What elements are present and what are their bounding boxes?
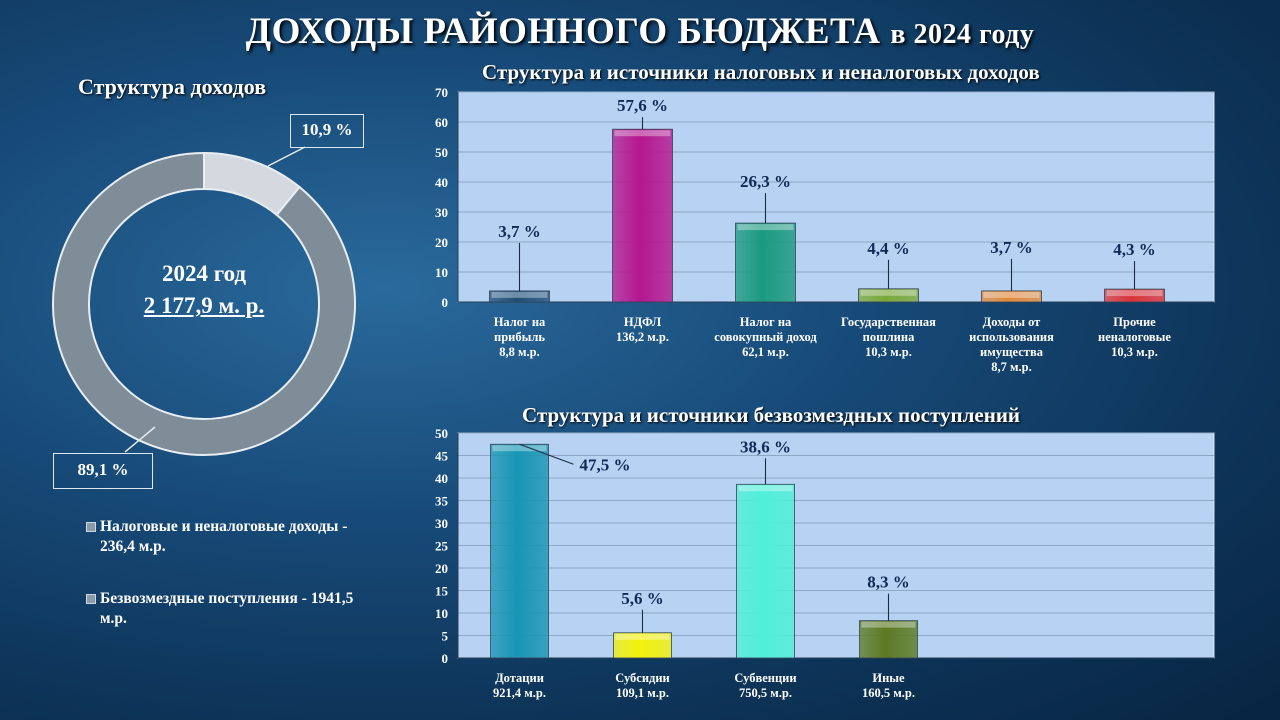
category-label: Налог на [494,315,546,329]
category-label: Налог на [740,315,792,329]
category-label: 10,3 м.р. [1111,345,1158,359]
callout-leader-large [124,426,156,453]
y-tick-label: 30 [435,205,448,220]
y-tick-label: 5 [442,629,449,644]
donut-center-label: 2024 год 2 177,9 м. р. [92,258,316,322]
chart2-title: Структура и источники безвозмездных пост… [522,403,1021,427]
category-label: Прочие [1113,315,1156,329]
page-title: ДОХОДЫ РАЙОННОГО БЮДЖЕТА в 2024 году [0,10,1280,53]
chart1-title: Структура и источники налоговых и ненало… [482,60,1040,84]
y-tick-label: 20 [435,235,448,250]
bar-highlight [861,621,916,628]
bar-highlight [1106,290,1163,297]
donut-section-title: Структура доходов [78,74,267,99]
bar [613,632,672,659]
bar-highlight [983,291,1040,298]
category-label: Иные [872,671,905,685]
data-label: 4,4 % [867,239,910,258]
bar-highlight [738,485,793,492]
data-label: 8,3 % [867,573,910,592]
donut-center-year: 2024 год [161,261,247,286]
bar-highlight [614,130,671,137]
callout-large-share: 89,1 % [53,453,153,489]
data-label: 3,7 % [498,222,541,241]
category-label: Доходы от [983,315,1041,329]
y-tick-label: 25 [435,539,449,554]
category-label: 160,5 м.р. [862,686,915,700]
y-tick-label: 15 [435,584,449,599]
legend-label-tax: Налоговые и неналоговые доходы - 236,4 м… [100,518,348,555]
donut-chart [52,146,356,456]
bar-highlight [492,445,547,452]
bar-highlight [615,633,670,640]
y-tick-label: 10 [435,265,448,280]
donut-center-amount: 2 177,9 м. р. [143,293,265,318]
category-label: 750,5 м.р. [739,686,792,700]
y-tick-label: 70 [435,85,448,100]
category-label: Государственная [841,315,936,329]
bar [736,483,795,659]
category-label: 8,8 м.р. [499,345,539,359]
bar-highlight [860,289,917,296]
category-label: Субсидии [615,671,670,685]
category-label: имущества [980,345,1044,359]
legend-swatch [86,522,96,532]
data-label: 38,6 % [740,437,791,456]
y-tick-label: 35 [435,494,449,509]
y-tick-label: 20 [435,561,448,576]
category-label: 921,4 м.р. [493,686,546,700]
y-tick-label: 45 [435,449,449,464]
category-label: использования [969,330,1054,344]
y-tick-label: 60 [435,115,448,130]
page-title-year: в 2024 году [890,19,1035,50]
category-label: 8,7 м.р. [991,360,1031,374]
bar [859,620,918,659]
y-tick-label: 40 [435,471,448,486]
y-tick-label: 10 [435,606,448,621]
y-tick-label: 40 [435,175,448,190]
y-tick-label: 30 [435,516,448,531]
category-label: 109,1 м.р. [616,686,669,700]
page-title-main: ДОХОДЫ РАЙОННОГО БЮДЖЕТА [245,11,881,52]
category-label: совокупный доход [714,330,817,344]
bar-highlight [737,224,794,231]
bar-highlight [491,291,548,298]
category-label: НДФЛ [624,315,662,329]
callout-leader-small [267,146,306,167]
data-label: 47,5 % [580,455,631,474]
bar [490,443,549,659]
donut-slice-2 [52,151,356,456]
category-label: Дотации [495,671,544,685]
y-tick-label: 50 [435,145,448,160]
data-label: 57,6 % [617,96,668,115]
bar [612,128,673,303]
data-label: 26,3 % [740,172,791,191]
plot-area [457,91,1215,303]
legend-swatch [86,594,96,604]
category-label: 10,3 м.р. [865,345,912,359]
category-label: Субвенции [734,671,796,685]
category-label: пошлина [863,330,915,344]
category-label: 62,1 м.р. [742,345,789,359]
data-label: 3,7 % [990,238,1033,257]
y-tick-label: 0 [442,651,449,666]
category-label: 136,2 м.р. [616,330,669,344]
data-label: 5,6 % [621,589,664,608]
legend-item-gratuitous: Безвозмездные поступления - 1941,5 м.р. [86,589,380,629]
category-label: неналоговые [1098,330,1171,344]
data-label: 4,3 % [1113,240,1156,259]
legend-item-tax: Налоговые и неналоговые доходы - 236,4 м… [86,517,380,557]
legend-label-gratuitous: Безвозмездные поступления - 1941,5 м.р. [100,590,354,627]
data-label-leader [519,443,574,465]
bar [735,222,796,303]
callout-small-share: 10,9 % [290,114,364,148]
category-label: прибыль [494,330,545,344]
y-tick-label: 50 [435,426,448,441]
y-tick-label: 0 [442,295,449,310]
